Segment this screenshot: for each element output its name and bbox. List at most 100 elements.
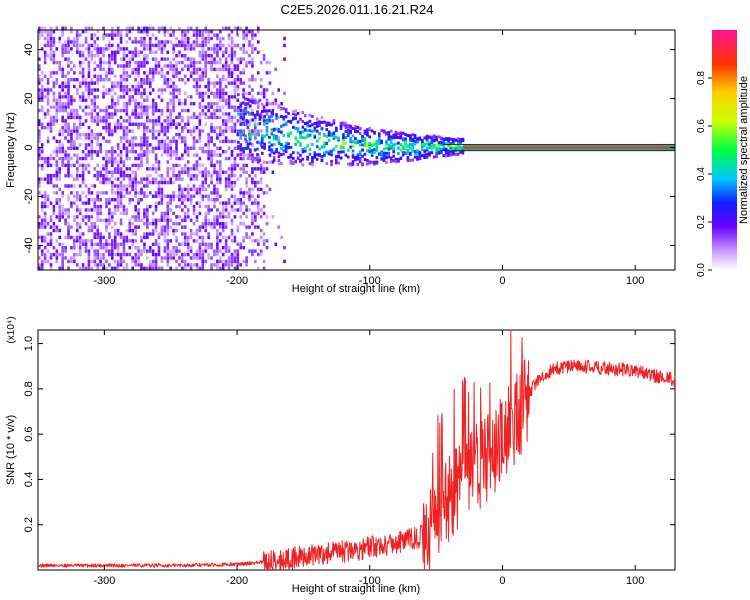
- spectrogram-cell: [198, 91, 202, 96]
- spectrogram-cell: [137, 67, 140, 72]
- spectrogram-cell: [315, 124, 319, 128]
- spectrogram-cell: [236, 84, 240, 89]
- spectrogram-cell: [437, 146, 441, 150]
- spectrogram-cell: [216, 222, 219, 226]
- spectrogram-cell: [337, 138, 340, 142]
- spectrogram-cell: [346, 148, 350, 152]
- spectrogram-cell: [186, 246, 190, 250]
- spectrogram-cell: [113, 81, 117, 85]
- spectrogram-cell: [110, 249, 114, 253]
- spectrogram-cell: [201, 194, 205, 198]
- spectrogram-cell: [236, 67, 240, 72]
- spectrogram-cell: [87, 84, 91, 89]
- spectrogram-cell: [175, 132, 178, 137]
- spectrogram-cell: [242, 67, 245, 72]
- spectrogram-cell: [195, 36, 199, 41]
- spectrogram-cell: [75, 36, 79, 41]
- spectrogram-cell: [207, 246, 210, 250]
- spectrogram-cell: [447, 153, 450, 157]
- spectrogram-cell: [216, 228, 219, 233]
- spectrogram-cell: [289, 155, 293, 159]
- spectrogram-cell: [181, 139, 184, 144]
- spectrogram-cell: [146, 211, 149, 216]
- spectrogram-cell: [148, 249, 152, 253]
- spectrogram-cell: [224, 259, 228, 264]
- spectrogram-cell: [244, 112, 247, 116]
- spectrogram-cell: [148, 36, 152, 41]
- spectrogram-cell: [87, 136, 91, 140]
- spectrogram-cell: [311, 160, 314, 164]
- spectrogram-cell: [256, 211, 260, 216]
- spectrogram-cell: [38, 98, 41, 102]
- spectrogram-cell: [137, 167, 140, 171]
- spectrogram-cell: [207, 105, 210, 109]
- spectrogram-cell: [96, 112, 99, 116]
- spectrogram-cell: [224, 225, 228, 229]
- spectrogram-cell: [137, 64, 140, 68]
- spectrogram-cell: [102, 95, 105, 99]
- spectrogram-cell: [207, 146, 210, 150]
- spectrogram-cell: [160, 228, 164, 233]
- spectrogram-cell: [151, 222, 155, 226]
- spectrogram-cell: [49, 256, 53, 260]
- spectrogram-cell: [183, 150, 187, 154]
- spectrogram-cell: [160, 194, 164, 198]
- spectrogram-cell: [108, 180, 111, 185]
- spectrogram-cell: [265, 60, 269, 65]
- spectrogram-cell: [108, 249, 111, 253]
- spectrogram-cell: [259, 215, 263, 219]
- spectrogram-cell: [245, 259, 248, 264]
- spectrogram-cell: [140, 105, 143, 109]
- spectrogram-cell: [172, 95, 175, 99]
- spectrogram-cell: [108, 43, 111, 48]
- spectrogram-cell: [236, 259, 240, 264]
- spectrogram-cell: [178, 156, 181, 161]
- spectrogram-cell: [131, 146, 135, 150]
- spectrogram-cell: [411, 133, 415, 137]
- spectrogram-cell: [175, 177, 178, 181]
- spectrogram-cell: [189, 232, 193, 236]
- spectrogram-cell: [143, 266, 146, 270]
- spectrogram-cell: [292, 110, 295, 114]
- spectrogram-cell: [456, 139, 460, 143]
- spectrogram-cell: [134, 102, 137, 106]
- spectrogram-cell: [157, 26, 161, 30]
- spectrogram-cell: [96, 43, 99, 48]
- spectrogram-cell: [245, 235, 248, 240]
- spectrogram-cell: [38, 64, 41, 68]
- spectrogram-cell: [110, 156, 114, 161]
- spectrogram-cell: [342, 123, 345, 127]
- spectrogram-cell: [46, 160, 50, 164]
- spectrogram-cell: [134, 180, 137, 185]
- spectrogram-cell: [99, 235, 102, 240]
- spectrogram-cell: [108, 156, 111, 161]
- spectrogram-cell: [236, 64, 240, 68]
- spectrogram-cell: [105, 105, 108, 109]
- spectrogram-cell: [163, 126, 167, 130]
- spectrogram-cell: [404, 147, 407, 151]
- spectrogram-cell: [271, 119, 275, 123]
- spectrogram-cell: [116, 146, 120, 150]
- spectrogram-cell: [87, 163, 91, 168]
- spectrogram-cell: [40, 71, 44, 75]
- spectrogram-cell: [64, 91, 67, 96]
- spectrogram-cell: [425, 136, 429, 140]
- spectrogram-cell: [186, 198, 190, 202]
- spectrogram-cell: [409, 158, 412, 162]
- spectrogram-cell: [122, 239, 126, 243]
- spectrogram-cell: [93, 98, 97, 102]
- spectrogram-cell: [125, 208, 129, 212]
- spectrogram-cell: [207, 252, 210, 257]
- spectrogram-cell: [67, 235, 70, 240]
- spectrogram-cell: [105, 153, 108, 157]
- spectrogram-cell: [154, 225, 158, 229]
- spectrogram-cell: [166, 136, 170, 140]
- spectrogram-cell: [116, 167, 120, 171]
- spectrogram-cell: [122, 57, 126, 61]
- y-tick-label: 0.2: [23, 517, 35, 532]
- spectrogram-cell: [262, 167, 266, 171]
- spectrogram-cell: [216, 218, 219, 222]
- spectrogram-cell: [254, 184, 257, 188]
- spectrogram-cell: [110, 57, 114, 61]
- spectrogram-cell: [366, 158, 369, 162]
